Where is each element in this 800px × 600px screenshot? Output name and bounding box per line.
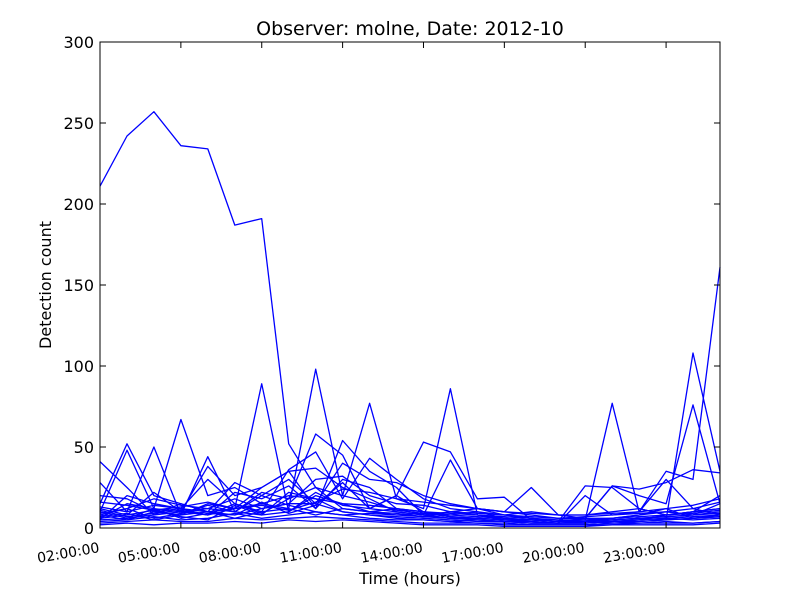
y-tick-label: 100 [63, 357, 94, 376]
x-tick-label: 20:00:00 [521, 540, 586, 567]
series-line-14 [99, 494, 721, 521]
x-tick-label: 23:00:00 [602, 540, 667, 567]
series-line-19 [99, 519, 721, 528]
series-line-13 [99, 511, 721, 526]
series-line-5 [99, 404, 721, 519]
series-line-18 [99, 494, 721, 519]
y-axis-label: Detection count [36, 221, 55, 349]
y-tick-label: 200 [63, 195, 94, 214]
x-tick-label: 05:00:00 [117, 540, 182, 567]
chart-title: Observer: molne, Date: 2012-10 [256, 18, 564, 40]
series-line-7 [99, 451, 721, 523]
series-lines [99, 111, 721, 528]
y-tick-label: 300 [63, 33, 94, 52]
series-line-4 [99, 433, 721, 523]
y-tick-label: 250 [63, 114, 94, 133]
series-line-2 [99, 352, 721, 524]
x-tick-label: 17:00:00 [440, 540, 505, 567]
series-line-22 [99, 481, 721, 524]
y-axis-ticks: 0 50 100 150 200 250 300 [63, 33, 720, 538]
x-tick-label: 08:00:00 [198, 540, 263, 567]
x-tick-label: 02:00:00 [36, 540, 101, 567]
y-tick-label: 0 [84, 519, 94, 538]
x-axis-label: Time (hours) [358, 569, 461, 588]
series-line-21 [99, 491, 721, 524]
y-tick-label: 50 [74, 438, 94, 457]
x-axis-ticks: 02:00:00 05:00:00 08:00:00 11:00:00 14:00:00… [36, 42, 667, 567]
x-tick-label: 14:00:00 [359, 540, 424, 567]
x-tick-label: 11:00:00 [279, 540, 344, 567]
y-tick-label: 150 [63, 276, 94, 295]
series-line-3 [99, 267, 721, 523]
series-line-20 [99, 488, 721, 516]
series-line-1 [99, 111, 721, 523]
series-line-9 [99, 475, 721, 516]
